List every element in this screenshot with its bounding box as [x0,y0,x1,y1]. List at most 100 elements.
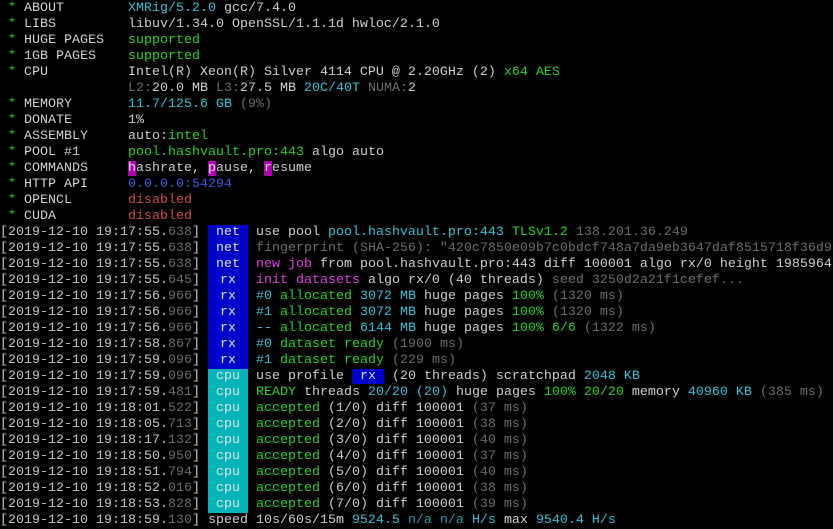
log-text: rx [351,369,384,384]
header-value: disabled [127,209,192,224]
bullet-icon: * [0,97,24,112]
log-text: (5/0) diff 100001 [327,465,472,480]
timestamp-ms: 638 [167,241,192,256]
log-text: allocated [279,321,360,336]
timestamp: [2019-12-10 19:17:58.867] [0,337,208,352]
log-tag-cpu: cpu [207,449,248,465]
bullet-icon: * [0,65,24,80]
log-line: [2019-12-10 19:17:56.966] rx -- allocate… [0,321,832,337]
log-text: (1900 ms) [391,337,464,352]
log-text: accepted [255,433,328,448]
log-text: accepted [255,465,328,480]
timestamp-datetime: 2019-12-10 19:18:17 [8,433,160,448]
log-text: 3072 MB [359,289,424,304]
label-padding [56,17,128,32]
header-value: 2 [407,81,416,96]
header-label: MEMORY [24,97,72,112]
log-text: 2048 KB [583,369,640,384]
timestamp-datetime: 2019-12-10 19:17:59 [8,353,160,368]
header-value: x64 AES [503,65,560,80]
log-line: [2019-12-10 19:18:52.016] cpu accepted (… [0,481,832,497]
bullet-icon: * [0,177,24,192]
timestamp: [2019-12-10 19:17:56.966] [0,289,208,304]
timestamp-ms: 016 [167,481,192,496]
log-text: (2/0) diff 100001 [327,417,472,432]
timestamp: [2019-12-10 19:18:50.950] [0,449,208,464]
log-text: #1 [255,353,280,368]
log-text: memory [631,385,688,400]
timestamp-ms: 638 [167,225,192,240]
header-value: 20.0 MB [151,81,216,96]
timestamp: [2019-12-10 19:18:52.016] [0,481,208,496]
log-text: 40960 KB [687,385,760,400]
log-tag-rx: rx [207,321,248,337]
timestamp: [2019-12-10 19:17:59.481] [0,385,208,400]
log-line: [2019-12-10 19:18:50.950] cpu accepted (… [0,449,832,465]
log-tag-net: net [207,257,248,273]
log-text: allocated [279,305,360,320]
header-value: gcc/7.4.0 [215,1,296,16]
log-line: [2019-12-10 19:18:59.130] speed 10s/60s/… [0,513,832,529]
header-label: ABOUT [24,1,64,16]
timestamp-datetime: 2019-12-10 19:18:53 [8,497,160,512]
header-value: 27.5 MB [239,81,304,96]
log-text: (37 ms) [471,401,528,416]
log-text: speed 10s/60s/15m [207,513,352,528]
header-value: (9%) [239,97,272,112]
header-value: algo auto [311,145,384,160]
timestamp-ms: 638 [167,257,192,272]
timestamp-datetime: 2019-12-10 19:17:55 [8,225,160,240]
log-tag-rx: rx [207,305,248,321]
header-label: HUGE PAGES [24,33,104,48]
label-padding [24,81,128,96]
log-line: [2019-12-10 19:17:55.638] net fingerprin… [0,241,832,257]
timestamp: [2019-12-10 19:18:53.828] [0,497,208,512]
log-line: [2019-12-10 19:17:59.096] rx #1 dataset … [0,353,832,369]
timestamp-datetime: 2019-12-10 19:17:58 [8,337,160,352]
log-text: seed 3250d2a21f1cefef... [551,273,744,288]
log-tag-cpu: cpu [207,481,248,497]
log-text: pool.hashvault.pro:443 [327,225,512,240]
header-value: ashrate, [136,161,208,176]
bullet-icon [0,81,24,96]
log-text: (37 ms) [471,449,528,464]
spacer [248,225,256,240]
log-tag-net: net [207,241,248,257]
log-text: H/s [471,513,504,528]
header-value: h [128,161,136,176]
log-text: algo rx/0 (40 threads) [359,273,552,288]
header-value: p [207,161,216,176]
header-value: libuv/1.34.0 OpenSSL/1.1.1d hwloc/2.1.0 [127,17,440,32]
header-row: * HUGE PAGES supported [0,33,832,49]
timestamp-datetime: 2019-12-10 19:17:55 [8,273,160,288]
log-tag-cpu: cpu [207,497,248,513]
log-text: (4/0) diff 100001 [327,449,472,464]
spacer [248,369,256,384]
log-text: use profile [255,369,352,384]
bullet-icon: * [0,1,24,16]
log-text: 100% [511,305,552,320]
log-tag-cpu: cpu [207,369,248,385]
header-value: L2: [127,81,152,96]
timestamp: [2019-12-10 19:17:55.638] [0,225,208,240]
log-text: 20/20 (20) [367,385,456,400]
log-text: from pool.hashvault.pro:443 diff 100001 … [311,257,832,272]
header-label: COMMANDS [24,161,88,176]
timestamp-ms: 130 [167,513,192,528]
spacer [248,449,256,464]
header-value: r [263,161,272,176]
timestamp-datetime: 2019-12-10 19:17:56 [8,305,160,320]
spacer [248,305,256,320]
header-row: L2:20.0 MB L3:27.5 MB 20C/40T NUMA:2 [0,81,832,97]
log-text: (40 ms) [471,433,528,448]
log-line: [2019-12-10 19:17:56.966] rx #0 allocate… [0,289,832,305]
log-tag-rx: rx [207,273,248,289]
header-value: NUMA: [367,81,408,96]
timestamp-ms: 096 [167,369,192,384]
label-padding [48,65,128,80]
timestamp: [2019-12-10 19:17:56.966] [0,321,208,336]
log-text: (20 threads) scratchpad [383,369,584,384]
log-text: READY [255,385,304,400]
log-text: 6144 MB [359,321,424,336]
